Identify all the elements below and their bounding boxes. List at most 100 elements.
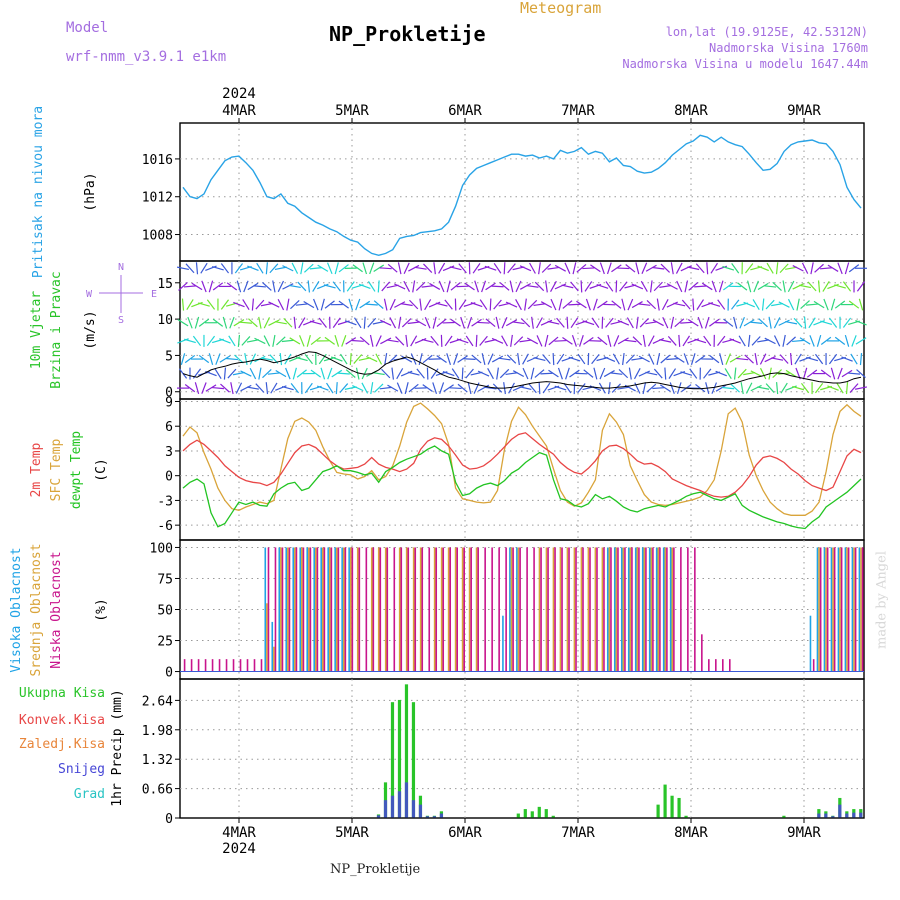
wind-arrow — [185, 263, 195, 274]
wind-arrow — [827, 264, 839, 272]
wind-arrow — [408, 264, 420, 272]
bottom-xtick-label-1: 5MAR — [335, 825, 369, 841]
wind-ytick-label-2: 10 — [157, 313, 173, 328]
wind-arrow — [524, 298, 527, 311]
wind-arrow — [457, 383, 468, 393]
wind-arrow — [617, 386, 630, 390]
wind-arrow — [495, 316, 500, 329]
temperature-ytick-label-2: 0 — [165, 470, 173, 485]
wind-arrow — [752, 299, 760, 311]
wind-arrow — [255, 299, 265, 310]
wind-arrow — [501, 317, 508, 329]
wind-arrow — [240, 370, 252, 377]
wind-arrow — [799, 284, 812, 289]
wind-arrow — [296, 369, 307, 378]
wind-arrow — [599, 262, 605, 275]
wind-arrow — [787, 280, 795, 293]
wind-arrow — [540, 301, 553, 309]
wind-arrow — [757, 282, 769, 291]
wind-arrow — [338, 264, 349, 273]
wind-arrow — [570, 317, 579, 329]
wind-arrow — [666, 358, 679, 361]
precip-legend-0: Ukupna Kisa — [19, 686, 105, 701]
wind-arrow — [711, 382, 718, 394]
wind-arrow — [405, 334, 408, 347]
wind-arrow — [799, 356, 811, 362]
wind-arrow — [403, 280, 411, 293]
wind-arrow — [487, 353, 494, 365]
wind-arrow — [276, 336, 286, 346]
precip-legend-4: Grad — [74, 787, 105, 802]
wind-arrow — [563, 382, 572, 394]
wind-arrow — [606, 262, 612, 275]
compass-north: N — [118, 262, 124, 273]
wind-arrow — [477, 370, 490, 377]
precip-legend-2: Zaledj.Kisa — [19, 737, 105, 752]
wind-arrow — [534, 369, 545, 378]
wind-ytick-label-3: 15 — [157, 277, 173, 292]
wind-arrow — [627, 298, 634, 311]
wind-arrow — [585, 298, 591, 311]
wind-arrow — [373, 264, 385, 273]
wind-arrow — [438, 280, 445, 293]
model-label: Model — [66, 20, 109, 36]
wind-arrow — [527, 299, 538, 310]
wind-arrow — [299, 335, 305, 347]
wind-arrow — [226, 282, 238, 291]
top-xtick-label-4: 8MAR — [674, 103, 708, 119]
wind-arrow — [268, 301, 280, 308]
wind-arrow — [591, 317, 600, 328]
wind-arrow — [842, 281, 852, 292]
wind-arrow — [465, 335, 474, 347]
wind-arrow — [453, 353, 459, 365]
wind-arrow — [757, 265, 769, 272]
model-name: wrf-nmm_v3.9.1 e1km — [66, 49, 227, 65]
wind-arrow — [640, 280, 648, 292]
wind-arrow — [289, 337, 301, 345]
wind-arrow — [566, 316, 569, 329]
wind-arrow — [442, 371, 455, 377]
wind-arrow — [515, 299, 522, 311]
wind-arrow — [733, 367, 737, 380]
wind-arrow — [583, 336, 594, 345]
wind-arrow — [446, 280, 451, 293]
wind-arrow — [338, 300, 349, 309]
wind-arrow — [751, 336, 761, 346]
wind-arrow — [265, 382, 269, 395]
wind-arrow — [178, 281, 188, 291]
temperature-frame — [179, 398, 865, 541]
wind-arrow — [520, 318, 531, 328]
wind-arrow — [648, 353, 655, 365]
wind-arrow — [617, 319, 630, 326]
wind-arrow — [265, 262, 268, 275]
wind-arrow — [631, 357, 644, 361]
wind-arrows — [176, 262, 868, 395]
wind-arrow — [827, 385, 839, 391]
wind-arrow — [738, 335, 746, 347]
wind-arrow — [449, 387, 462, 390]
precip-ytick-label-2: 1.32 — [142, 753, 173, 768]
wind-arrow — [219, 355, 231, 363]
wind-arrow — [656, 353, 661, 366]
wind-arrow — [424, 316, 431, 329]
precip-ytick-label-1: 0.66 — [142, 783, 173, 798]
wind-arrow — [260, 302, 273, 307]
precip-snow-bar — [439, 813, 444, 818]
wind-arrow — [687, 266, 700, 271]
wind-arrow — [704, 316, 710, 329]
wind-arrow — [395, 336, 405, 346]
precip-snow-bar — [838, 804, 842, 818]
wind-arrow — [729, 338, 741, 344]
clouds-ytick-label-1: 25 — [157, 635, 173, 650]
wind-arrow — [803, 316, 807, 329]
wind-arrow — [619, 281, 628, 292]
wind-arrow — [529, 262, 536, 274]
wind-arrow — [414, 337, 427, 344]
wind-arrow — [306, 334, 311, 347]
wind-arrow — [542, 382, 551, 394]
wind-arrow — [384, 353, 388, 366]
wind-arrow — [786, 336, 796, 346]
wind-arrow — [613, 335, 620, 347]
wind-arrow — [367, 317, 377, 328]
wind-arrow — [542, 354, 551, 365]
